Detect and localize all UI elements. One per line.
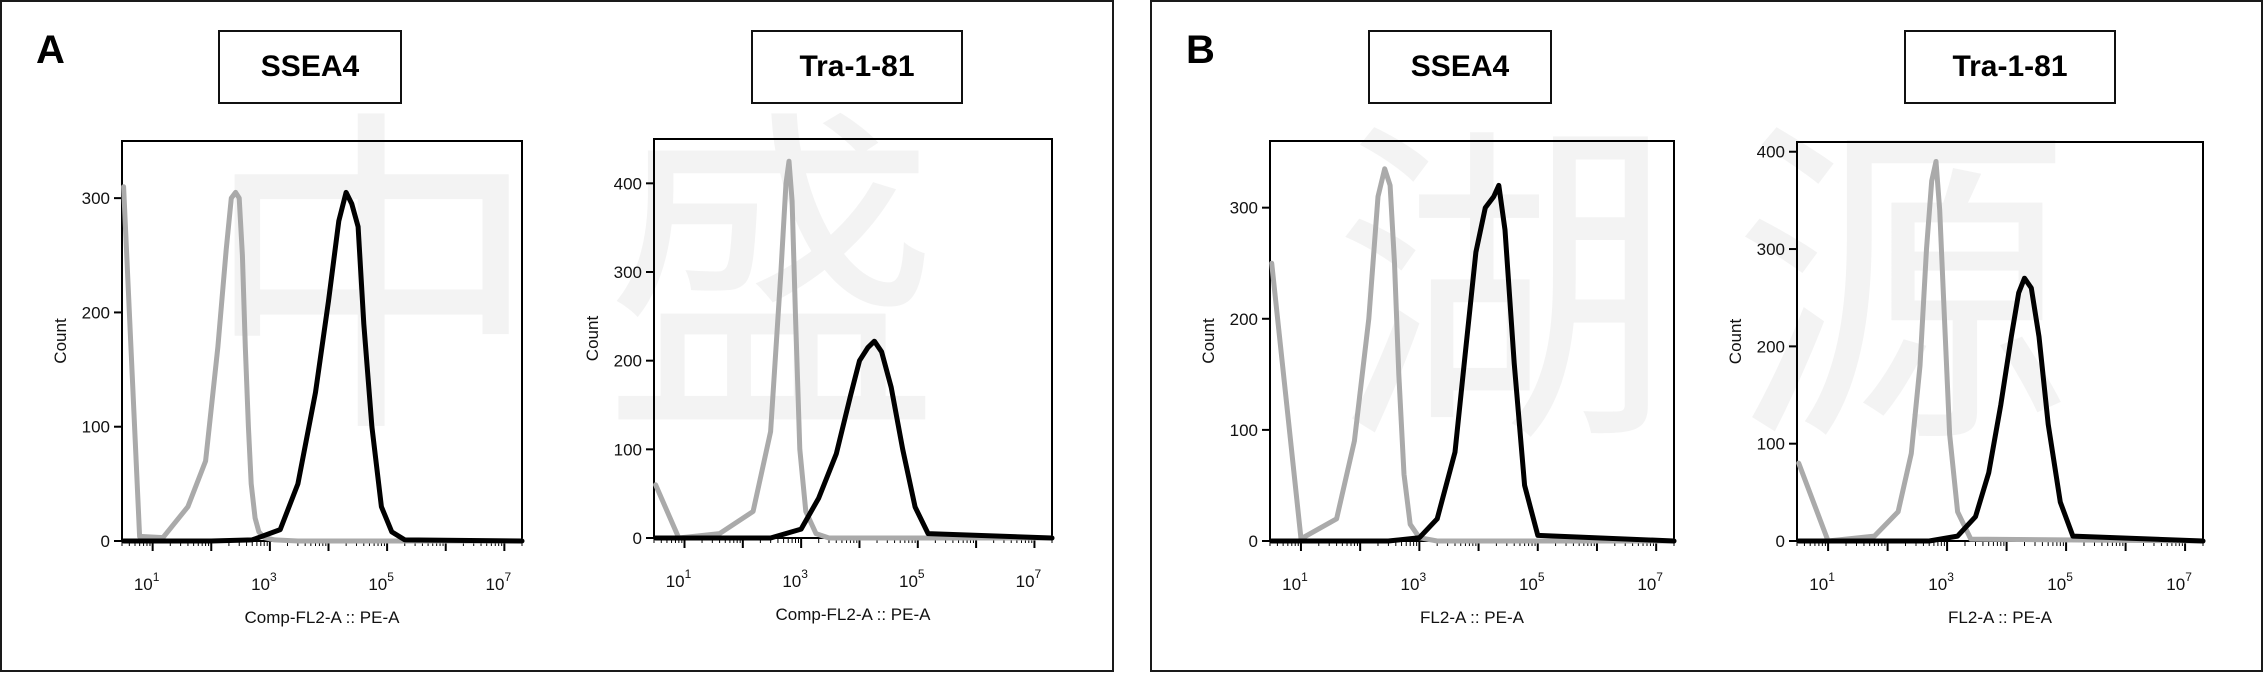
x-axis-label: FL2-A :: PE-A bbox=[1420, 608, 1525, 627]
panel-letter: A bbox=[36, 28, 65, 72]
x-tick-label: 107 bbox=[486, 570, 512, 594]
x-tick-label: 107 bbox=[1016, 567, 1042, 591]
y-tick-label: 300 bbox=[614, 263, 642, 282]
y-tick-label: 400 bbox=[1757, 143, 1785, 162]
panel-letter: B bbox=[1186, 28, 1215, 72]
stained-sample-curve bbox=[1269, 182, 1677, 544]
x-tick-label: 101 bbox=[1809, 570, 1835, 594]
x-tick-label: 105 bbox=[2047, 570, 2073, 594]
panel-a: 中 盛 A SSEA4 Tra-1-81 0100200300101103105… bbox=[0, 0, 1114, 672]
y-tick-label: 0 bbox=[1776, 532, 1785, 551]
y-tick-label: 400 bbox=[614, 174, 642, 193]
y-tick-label: 200 bbox=[614, 352, 642, 371]
plot-title: Tra-1-81 bbox=[1904, 30, 2116, 104]
y-tick-label: 200 bbox=[1757, 337, 1785, 356]
x-tick-label: 105 bbox=[368, 570, 394, 594]
y-tick-label: 300 bbox=[82, 189, 110, 208]
stained-sample-curve bbox=[653, 338, 1055, 541]
isotype-control-curve bbox=[1796, 159, 2206, 544]
y-tick-label: 200 bbox=[1230, 310, 1258, 329]
x-tick-label: 105 bbox=[1519, 570, 1545, 594]
stained-sample-curve bbox=[121, 189, 525, 544]
plot-frame bbox=[1796, 141, 2204, 542]
plot-title: SSEA4 bbox=[218, 30, 402, 104]
x-tick-label: 103 bbox=[251, 570, 277, 594]
y-tick-label: 100 bbox=[614, 440, 642, 459]
x-tick-label: 107 bbox=[2166, 570, 2192, 594]
y-axis-label: Count bbox=[1199, 318, 1218, 364]
x-tick-label: 101 bbox=[134, 570, 160, 594]
y-tick-label: 100 bbox=[1230, 421, 1258, 440]
y-tick-label: 300 bbox=[1230, 199, 1258, 218]
y-tick-label: 0 bbox=[101, 532, 110, 551]
plot-frame bbox=[653, 138, 1053, 539]
x-tick-label: 103 bbox=[782, 567, 808, 591]
x-tick-label: 105 bbox=[899, 567, 925, 591]
isotype-control-curve bbox=[653, 158, 1055, 541]
y-tick-label: 100 bbox=[82, 418, 110, 437]
plot-title: Tra-1-81 bbox=[751, 30, 963, 104]
x-tick-label: 107 bbox=[1637, 570, 1663, 594]
x-tick-label: 101 bbox=[666, 567, 692, 591]
y-tick-label: 0 bbox=[1249, 532, 1258, 551]
y-tick-label: 200 bbox=[82, 303, 110, 322]
x-axis-label: Comp-FL2-A :: PE-A bbox=[776, 605, 932, 624]
x-axis-label: FL2-A :: PE-A bbox=[1948, 608, 2053, 627]
y-tick-label: 300 bbox=[1757, 240, 1785, 259]
plot-title: SSEA4 bbox=[1368, 30, 1552, 104]
y-axis-label: Count bbox=[51, 318, 70, 364]
y-axis-label: Count bbox=[1726, 319, 1745, 365]
stained-sample-curve bbox=[1796, 275, 2206, 544]
isotype-control-curve bbox=[1269, 166, 1677, 544]
x-tick-label: 101 bbox=[1282, 570, 1308, 594]
y-axis-label: Count bbox=[583, 316, 602, 362]
y-tick-label: 100 bbox=[1757, 435, 1785, 454]
y-tick-label: 0 bbox=[633, 529, 642, 548]
x-tick-label: 103 bbox=[1401, 570, 1427, 594]
x-tick-label: 103 bbox=[1928, 570, 1954, 594]
panel-b: 湖 源 B SSEA4 Tra-1-81 0100200300101103105… bbox=[1150, 0, 2263, 672]
x-axis-label: Comp-FL2-A :: PE-A bbox=[245, 608, 401, 627]
